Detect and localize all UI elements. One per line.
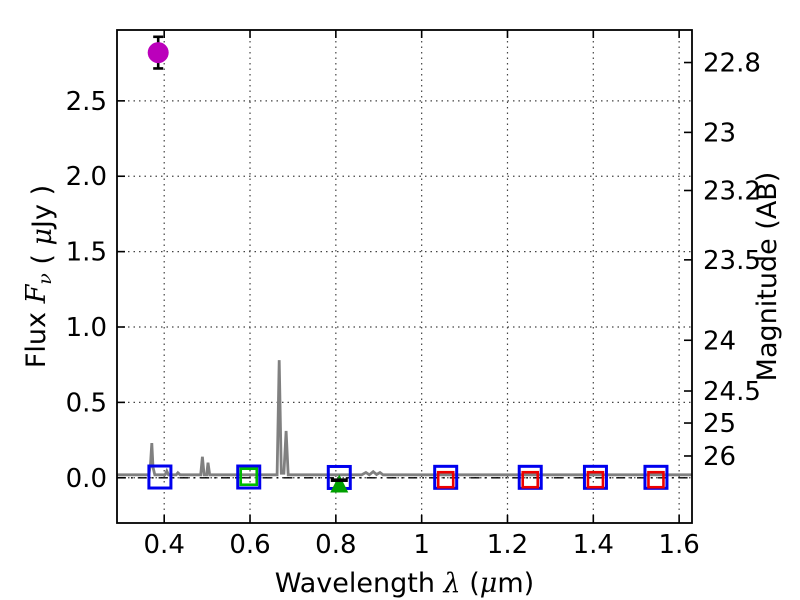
- x-axis-label: Wavelength λ (μm): [275, 568, 534, 599]
- flux-black-bar-group: [330, 478, 348, 482]
- model-spectrum: [117, 360, 692, 477]
- axis-label-part: F: [21, 283, 52, 304]
- upper-limit-green-triangle-group: [330, 474, 349, 493]
- axis-label-part: (: [27, 245, 58, 273]
- mag-tick-label: 23.5: [703, 246, 761, 276]
- photometry-blue-squares-marker: [236, 464, 262, 490]
- mag-tick-label: 23.2: [703, 176, 761, 206]
- x-tick-label: 1.4: [573, 530, 614, 560]
- x-tick-label: 1.2: [487, 530, 528, 560]
- axes-frame: [116, 29, 693, 524]
- photometry-red-squares-group: [436, 470, 665, 489]
- axis-label-part: ν: [34, 273, 56, 284]
- axis-label-part: μ: [480, 568, 498, 599]
- tick-marks: [117, 30, 692, 523]
- upper-limit-green-triangle-marker: [330, 474, 349, 493]
- axis-label-part: Jy ): [27, 185, 58, 230]
- flux-tick-label: 2.0: [66, 162, 107, 192]
- flux-tick-label: 1.0: [66, 313, 107, 343]
- right-y-axis-label: Magnitude (AB): [752, 172, 783, 382]
- flux-tick-label: 0.0: [66, 464, 107, 494]
- axis-label-part: λ: [443, 568, 461, 599]
- photometry-red-squares-marker: [521, 470, 540, 489]
- mag-tick-label: 24.5: [703, 377, 761, 407]
- mag-tick-label: 26: [703, 442, 736, 472]
- axis-label-part: Wavelength: [275, 568, 444, 599]
- detection-magenta-circle-marker: [147, 42, 169, 64]
- x-tick-label: 0.4: [144, 530, 185, 560]
- mag-tick-label: 23: [703, 118, 736, 148]
- photometry-red-squares-marker: [647, 470, 665, 489]
- photometry-green-square-marker: [239, 467, 259, 487]
- x-tick-label: 1.6: [658, 530, 699, 560]
- flux-black-bar-marker: [330, 478, 348, 482]
- mag-tick-label: 22.8: [703, 49, 761, 79]
- x-tick-label: 0.8: [315, 530, 356, 560]
- photometry-green-square-group: [239, 467, 259, 487]
- photometry-red-squares-marker: [436, 470, 455, 489]
- mag-tick-label: 25: [703, 409, 736, 439]
- photometry-red-squares-marker: [586, 470, 605, 489]
- flux-tick-label: 1.5: [66, 238, 107, 268]
- axis-label-part: μ: [27, 228, 58, 246]
- axis-label-part: Flux: [21, 303, 52, 368]
- x-tick-label: 0.6: [229, 530, 270, 560]
- axis-label-part: (: [461, 568, 480, 599]
- mag-tick-label: 24: [703, 326, 736, 356]
- flux-tick-label: 2.5: [66, 87, 107, 117]
- axis-label-part: m): [497, 568, 534, 599]
- left-y-axis-label: Flux Fν ( μJy ): [21, 185, 58, 368]
- x-tick-label: 1: [413, 530, 430, 560]
- detection-magenta-circle-group: [147, 35, 169, 70]
- flux-tick-label: 0.5: [66, 388, 107, 418]
- photometry-blue-squares-marker: [147, 464, 173, 490]
